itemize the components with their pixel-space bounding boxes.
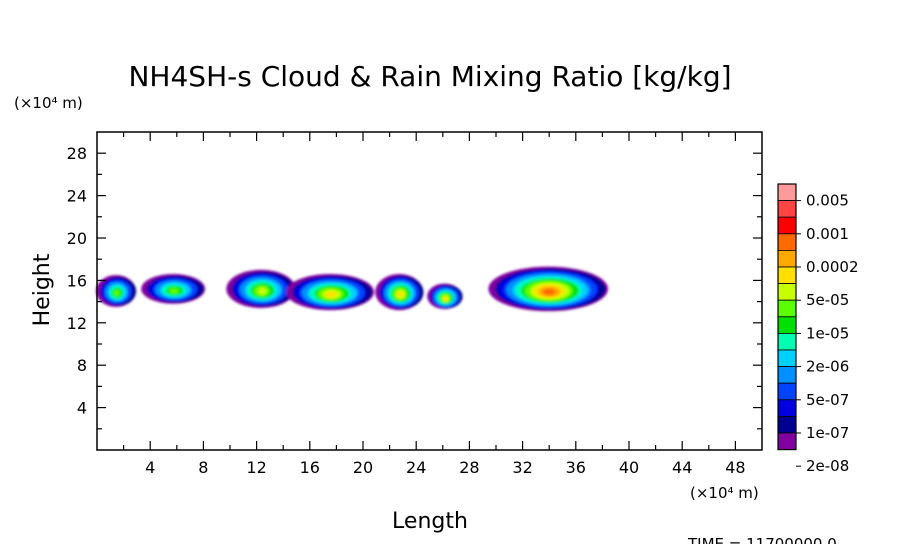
x-tick-label: 20 (353, 458, 373, 477)
cloud-band (169, 287, 179, 294)
y-axis-unit: (×10⁴ m) (14, 94, 83, 112)
x-tick-label: 44 (672, 458, 692, 477)
legend-swatch (777, 415, 797, 434)
x-tick-label: 8 (198, 458, 208, 477)
cloud-band (542, 288, 556, 296)
legend-label: 2e-08 (806, 457, 849, 475)
legend-swatch (777, 299, 797, 318)
legend-swatch (777, 316, 797, 334)
legend-frame (777, 183, 797, 451)
legend-swatch (777, 200, 797, 218)
legend-swatch (777, 382, 797, 401)
time-label: TIME = 11700000.0 (687, 535, 837, 544)
x-axis-unit: (×10⁴ m) (690, 484, 759, 502)
x-tick-label: 48 (725, 458, 745, 477)
legend-swatch (777, 249, 797, 268)
y-tick-label: 8 (77, 356, 87, 375)
y-tick-label: 4 (77, 399, 87, 418)
legend-swatch (777, 266, 797, 285)
legend-label: 5e-07 (806, 391, 849, 409)
color-legend: 0.005 0.001 0.0002 5e-05 1e-05 2e-06 5e-07 1e-0… (777, 183, 859, 475)
legend-label: 5e-05 (806, 291, 849, 309)
x-tick-label: 40 (619, 458, 639, 477)
x-tick-label: 28 (459, 458, 479, 477)
legend-label: 2e-06 (806, 358, 849, 376)
legend-swatch (777, 216, 797, 235)
x-tick-label: 4 (145, 458, 155, 477)
y-tick-label: 24 (67, 187, 87, 206)
legend-label: 0.0002 (806, 258, 859, 276)
y-tick-label: 12 (67, 314, 87, 333)
legend-swatch (777, 332, 797, 351)
legend-swatch (777, 349, 797, 368)
x-tick-label: 24 (406, 458, 426, 477)
cloud-band (257, 287, 267, 295)
y-tick-label: 28 (67, 144, 87, 163)
plot-frame (96, 131, 763, 451)
legend-label: 1e-07 (806, 424, 849, 442)
legend-swatch (777, 432, 797, 451)
chart-title: NH4SH-s Cloud & Rain Mixing Ratio [kg/kg… (128, 60, 731, 93)
legend-swatch (777, 366, 797, 384)
legend-label: 1e-05 (806, 324, 849, 342)
y-tick-label: 16 (67, 271, 87, 290)
x-axis-label: Length (392, 509, 468, 534)
x-tick-label: 32 (512, 458, 532, 477)
legend-swatch (777, 233, 797, 251)
cloud-cells (96, 266, 609, 312)
legend-label: 0.001 (806, 225, 849, 243)
legend-swatch (777, 399, 797, 417)
cloud-band (325, 291, 337, 298)
legend-swatch (777, 283, 797, 301)
cloud-band (113, 289, 120, 297)
y-tick-label: 20 (67, 229, 87, 248)
legend-label: 0.005 (806, 192, 849, 210)
x-tick-label: 16 (300, 458, 320, 477)
cloud-band (397, 291, 404, 298)
y-axis-label: Height (30, 253, 55, 326)
cloud-band (443, 296, 448, 301)
x-tick-label: 12 (246, 458, 266, 477)
legend-swatch (777, 183, 797, 202)
x-tick-label: 36 (566, 458, 586, 477)
